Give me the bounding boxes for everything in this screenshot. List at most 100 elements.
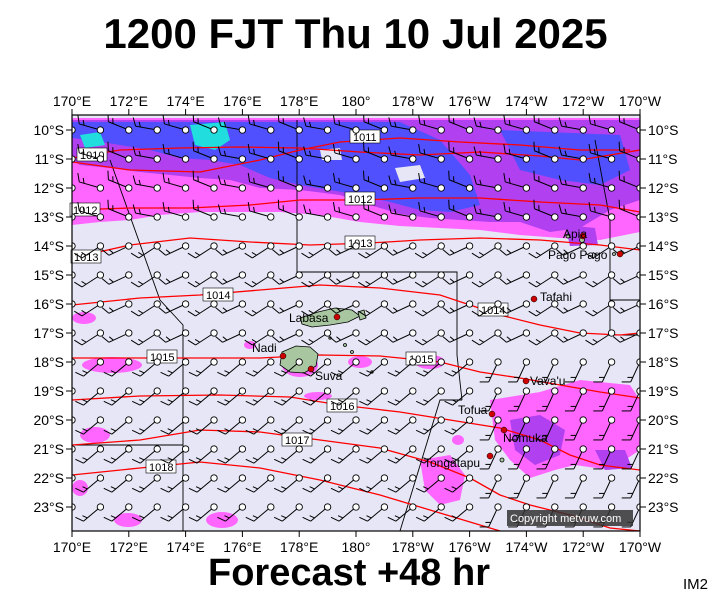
wind-barb bbox=[471, 242, 502, 259]
wind-barb bbox=[444, 474, 474, 493]
wind-barb bbox=[508, 358, 531, 383]
wind-barb bbox=[385, 329, 417, 343]
wind-barb bbox=[418, 115, 445, 134]
isobar-label: 1017 bbox=[285, 435, 309, 447]
wind-barb bbox=[131, 445, 161, 464]
wind-barb bbox=[387, 474, 417, 493]
wind-barb bbox=[418, 143, 445, 163]
latitude-label: 12°S bbox=[33, 180, 64, 196]
longitude-label: 172°E bbox=[110, 93, 148, 109]
wind-barb bbox=[415, 503, 445, 522]
longitude-label: 176°W bbox=[449, 539, 492, 555]
wind-barb bbox=[101, 242, 133, 256]
image-code: IM2 bbox=[683, 576, 709, 593]
wind-barb bbox=[132, 204, 161, 221]
wind-barb bbox=[479, 445, 502, 470]
latitude-label: 19°S bbox=[648, 383, 679, 399]
wind-barb bbox=[217, 204, 247, 221]
city-marker bbox=[333, 313, 341, 321]
wind-barb bbox=[132, 117, 161, 134]
wind-barb bbox=[217, 117, 247, 134]
wind-barb bbox=[358, 271, 389, 288]
wind-barb bbox=[415, 416, 445, 435]
wind-barb bbox=[330, 445, 360, 464]
wind-barb bbox=[359, 445, 389, 464]
isobar-1016 bbox=[72, 394, 640, 471]
wind-barb bbox=[303, 175, 332, 192]
wind-barb bbox=[536, 474, 559, 499]
vanua-levu-island bbox=[299, 307, 361, 328]
wind-barb bbox=[363, 199, 389, 221]
wind-barb bbox=[162, 172, 190, 192]
wind-barb bbox=[130, 242, 161, 259]
latitude-label: 16°S bbox=[648, 296, 679, 312]
rain-patch bbox=[304, 392, 332, 400]
latitude-label: 14°S bbox=[648, 238, 679, 254]
wind-barb bbox=[418, 172, 445, 192]
wind-barb bbox=[192, 170, 218, 192]
wind-barb bbox=[612, 271, 640, 285]
wind-barb bbox=[188, 358, 218, 377]
wind-barb bbox=[588, 115, 616, 134]
latitude-label: 21°S bbox=[648, 441, 679, 457]
wind-barb bbox=[593, 445, 616, 470]
wind-barb bbox=[479, 503, 502, 528]
wind-barb bbox=[508, 445, 531, 470]
longitude-label: 170°W bbox=[619, 539, 662, 555]
wind-barb bbox=[74, 329, 105, 346]
wind-barb bbox=[593, 358, 616, 383]
wind-barb bbox=[473, 117, 502, 134]
wind-barb bbox=[75, 416, 105, 435]
wind-barb bbox=[75, 358, 105, 377]
wind-barb bbox=[217, 358, 247, 377]
wind-barb bbox=[359, 474, 389, 493]
latitude-label: 23°S bbox=[648, 499, 679, 515]
wind-barb bbox=[387, 445, 417, 464]
wind-barb bbox=[330, 358, 360, 377]
longitude-label: 174°E bbox=[166, 539, 204, 555]
wind-barb bbox=[217, 416, 247, 435]
wind-barb bbox=[444, 445, 474, 464]
wind-barb bbox=[442, 271, 474, 285]
wind-barb bbox=[217, 445, 247, 464]
isobar-label: 1014 bbox=[206, 290, 230, 302]
wind-barb bbox=[273, 416, 303, 435]
wind-barb bbox=[418, 201, 445, 221]
boundary-line bbox=[399, 399, 462, 531]
wind-barb bbox=[415, 387, 445, 406]
islet bbox=[565, 233, 571, 239]
wind-barb bbox=[75, 503, 105, 522]
wind-barb bbox=[593, 416, 616, 441]
wind-barb bbox=[75, 387, 105, 406]
wind-barb bbox=[363, 170, 389, 192]
wind-barb bbox=[444, 358, 474, 377]
wind-barb bbox=[245, 387, 275, 406]
wind-barb bbox=[415, 445, 445, 464]
longitude-label: 170°E bbox=[53, 93, 91, 109]
wind-barb bbox=[303, 146, 332, 163]
wind-barb bbox=[302, 503, 332, 522]
wind-barb bbox=[499, 300, 531, 314]
wind-barb bbox=[415, 474, 445, 493]
boundary-line bbox=[296, 120, 463, 401]
wind-barb bbox=[272, 300, 303, 314]
longitude-label: 170°E bbox=[53, 539, 91, 555]
wind-barb bbox=[332, 115, 360, 134]
wind-barb bbox=[77, 115, 105, 134]
islet bbox=[612, 252, 616, 256]
longitude-labels-top: 170°E 172°E 174°E 176°E 178°E 180° 178°W 176°W 1… bbox=[53, 93, 662, 109]
wind-barb bbox=[448, 115, 474, 134]
latitude-label: 10°S bbox=[33, 122, 64, 138]
wind-barb bbox=[302, 416, 332, 435]
rain-core-cyan-2 bbox=[80, 132, 105, 148]
wind-barb bbox=[387, 416, 417, 435]
latitude-label: 20°S bbox=[33, 412, 64, 428]
wind-barb bbox=[74, 271, 105, 288]
city-marker bbox=[307, 365, 315, 373]
wind-barb bbox=[273, 387, 303, 406]
wind-barb bbox=[556, 242, 587, 256]
wind-barb bbox=[328, 329, 360, 343]
boundary-lines bbox=[72, 120, 640, 531]
wind-barb bbox=[444, 387, 474, 406]
